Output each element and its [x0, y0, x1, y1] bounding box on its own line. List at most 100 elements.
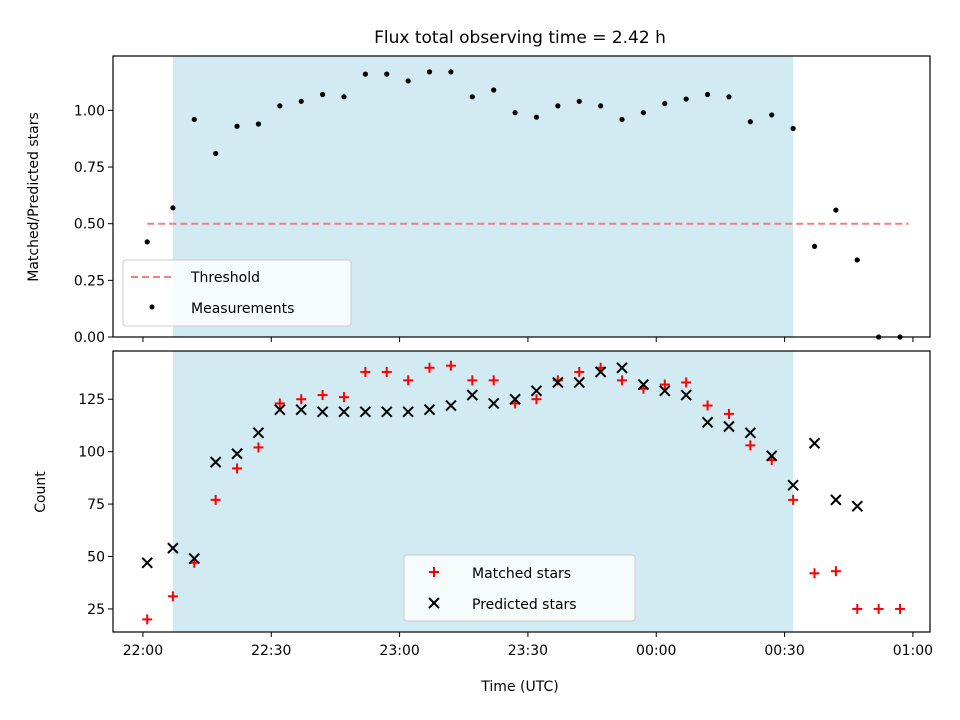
- predicted-marker-stroke: [359, 406, 372, 418]
- matched-star-point: [167, 591, 178, 602]
- measurement-point: [598, 103, 604, 109]
- matched-star-point: [445, 360, 456, 371]
- predicted-star-point: [231, 448, 243, 460]
- bottom-legend: Matched stars Predicted stars: [403, 554, 636, 622]
- measurement-point: [144, 239, 150, 245]
- matched-star-point: [531, 394, 542, 405]
- measurement-point: [747, 119, 753, 125]
- predicted-star-point: [359, 406, 372, 418]
- predicted-star-point: [552, 376, 564, 389]
- measurement-point: [255, 121, 262, 127]
- predicted-legend-swatch: [428, 597, 440, 609]
- measurement-point: [448, 69, 454, 75]
- predicted-star-point: [423, 404, 436, 416]
- predicted-star-point: [466, 389, 479, 401]
- legend-label-measurements: Measurements: [191, 301, 294, 317]
- top-x-ticks: [142, 337, 914, 342]
- matched-star-point: [830, 566, 841, 577]
- measurement-point: [790, 125, 796, 132]
- measurement-point: [319, 91, 326, 98]
- predicted-marker-stroke: [209, 456, 222, 468]
- matched-star-point: [681, 377, 692, 388]
- measurement-point: [533, 114, 540, 120]
- predicted-marker-stroke: [787, 479, 799, 491]
- bottom-y-ticks: 25 50 75 100 125: [78, 392, 113, 618]
- measurement-point: [491, 87, 497, 93]
- matched-star-point: [617, 375, 628, 386]
- predicted-star-point: [338, 406, 350, 418]
- figure-title: Flux total observing time = 2.42 h: [374, 28, 666, 48]
- matched-star-point: [317, 390, 328, 401]
- measurement-point: [640, 110, 647, 116]
- bottom-axes: 25 50 75 100 125 22:00 22:30 23:00 23:30 00:00 00…: [33, 350, 933, 695]
- matched-star-point: [659, 379, 670, 390]
- matched-star-point: [338, 392, 349, 403]
- predicted-star-point: [723, 420, 735, 433]
- matched-star-point: [274, 398, 285, 409]
- predicted-marker-stroke: [445, 399, 457, 412]
- predicted-marker-stroke: [231, 448, 243, 460]
- predicted-star-point: [167, 542, 179, 554]
- x-tick-label: 23:30: [508, 643, 548, 659]
- predicted-marker-stroke: [616, 362, 628, 374]
- predicted-star-point: [487, 397, 500, 410]
- matched-legend-swatch: [429, 567, 439, 577]
- matched-star-point: [488, 375, 499, 386]
- measurement-point: [277, 103, 283, 109]
- measurement-point: [512, 110, 518, 116]
- predicted-star-point: [530, 385, 543, 397]
- predicted-marker-stroke: [167, 542, 179, 554]
- measurement-point: [234, 123, 240, 129]
- predicted-star-point: [445, 399, 457, 412]
- predicted-marker-stroke: [766, 450, 778, 462]
- predicted-marker-stroke: [637, 378, 650, 391]
- measurement-point: [341, 94, 347, 100]
- matched-star-point: [574, 366, 585, 377]
- predicted-marker-stroke: [487, 397, 500, 410]
- predicted-star-point: [402, 406, 414, 418]
- predicted-star-point: [830, 494, 842, 506]
- predicted-star-point: [594, 366, 607, 378]
- predicted-marker-stroke: [252, 427, 265, 439]
- measurement-point: [426, 69, 433, 75]
- predicted-star-point: [509, 393, 521, 405]
- predicted-marker-stroke: [141, 557, 153, 569]
- y-tick-label: 125: [78, 392, 105, 408]
- y-tick-label: 75: [87, 497, 105, 513]
- measurement-point: [811, 243, 818, 249]
- predicted-marker-stroke: [680, 389, 692, 401]
- measurement-point: [191, 116, 197, 123]
- predicted-marker-stroke: [808, 437, 821, 449]
- measurement-point: [555, 103, 561, 109]
- bottom-legend-box: [403, 554, 636, 622]
- measurement-point: [854, 257, 860, 263]
- matched-star-point: [142, 614, 153, 625]
- x-tick-label: 00:00: [636, 643, 676, 659]
- y-tick-label: 0.00: [74, 330, 105, 346]
- measurement-point: [619, 116, 625, 123]
- predicted-star-point: [766, 450, 778, 462]
- predicted-marker-stroke: [509, 393, 521, 405]
- predicted-star-point: [616, 362, 628, 374]
- legend-label-predicted: Predicted stars: [472, 597, 577, 613]
- y-tick-label: 0.75: [74, 160, 105, 176]
- top-axes: 0.00 0.25 0.50 0.75 1.00 Matched/Predicted s…: [26, 55, 931, 346]
- predicted-marker-stroke: [295, 404, 307, 416]
- predicted-marker-stroke: [851, 500, 863, 512]
- bottom-x-ticks: 22:00 22:30 23:00 23:30 00:00 00:30 01:00: [123, 632, 933, 659]
- matched-star-point: [403, 375, 414, 386]
- y-tick-label: 50: [87, 550, 105, 566]
- predicted-star-point: [787, 479, 799, 491]
- predicted-star-points: [141, 362, 863, 569]
- matched-star-point: [745, 440, 756, 451]
- predicted-marker-stroke: [316, 406, 329, 418]
- bottom-axes-frame: [112, 350, 931, 633]
- predicted-marker-stroke: [552, 376, 564, 389]
- measurement-point: [405, 78, 411, 84]
- predicted-marker-stroke: [423, 404, 436, 416]
- predicted-marker-stroke: [594, 366, 607, 378]
- y-tick-label: 25: [87, 602, 105, 618]
- predicted-marker-stroke: [188, 552, 200, 565]
- predicted-star-point: [252, 427, 265, 439]
- matched-star-point: [424, 362, 435, 373]
